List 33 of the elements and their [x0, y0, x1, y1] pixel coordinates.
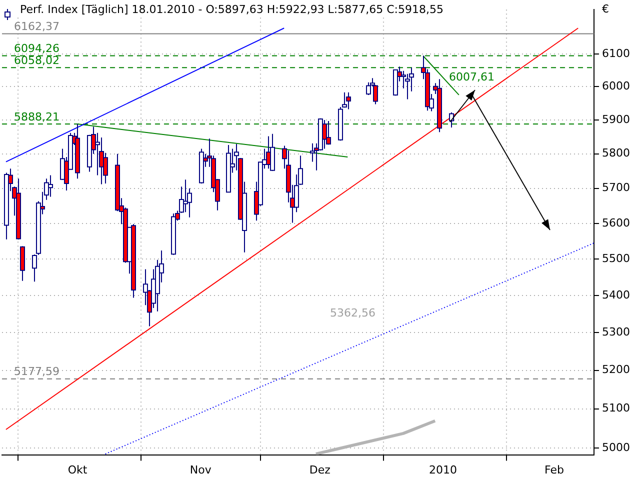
annotation: 5362,56 [330, 306, 376, 320]
x-tick-label: Okt [68, 463, 88, 476]
y-tick-label: 5300 [602, 325, 630, 338]
y-tick-label: 5700 [602, 181, 630, 194]
candlestick [322, 120, 327, 150]
y-tick-label: 5800 [602, 146, 630, 160]
candlestick [346, 92, 351, 110]
y-tick-label: 5100 [602, 402, 630, 415]
y-tick-label: 5000 [602, 440, 630, 454]
candlestick [48, 174, 53, 198]
ref-line-label: 6162,37 [14, 20, 60, 34]
y-tick-label: 5400 [602, 288, 630, 302]
y-tick-label: 6000 [602, 80, 630, 93]
x-tick-label: Dez [309, 463, 331, 476]
chart-title: Perf. Index [Täglich] 18.01.2010 - O:5897,63 H:5922,93 L:5877,65 C:5918,55 [17, 3, 446, 16]
x-tick-label: 2010 [429, 463, 458, 476]
ref-line-label: 6094,26 [14, 42, 60, 56]
ref-line-label: 5177,59 [14, 365, 60, 378]
y-tick-label: 5500 [602, 252, 630, 266]
ref-line-label: 6058,02 [14, 54, 60, 67]
candlestick [366, 82, 371, 96]
x-tick-label: Nov [190, 463, 212, 476]
y-tick-label: 5600 [602, 216, 630, 230]
candlestick [270, 133, 275, 172]
y-tick-label: 5900 [602, 112, 630, 126]
candlestick [326, 120, 331, 146]
x-tick-label: Feb [544, 463, 564, 476]
ref-line-label: 5888,21 [14, 110, 60, 124]
text: € [602, 2, 609, 16]
y-tick-label: 5200 [602, 363, 630, 376]
candlestick [20, 246, 25, 282]
y-tick-label: 6100 [602, 46, 630, 60]
annotation: 6007,61 [449, 70, 495, 84]
